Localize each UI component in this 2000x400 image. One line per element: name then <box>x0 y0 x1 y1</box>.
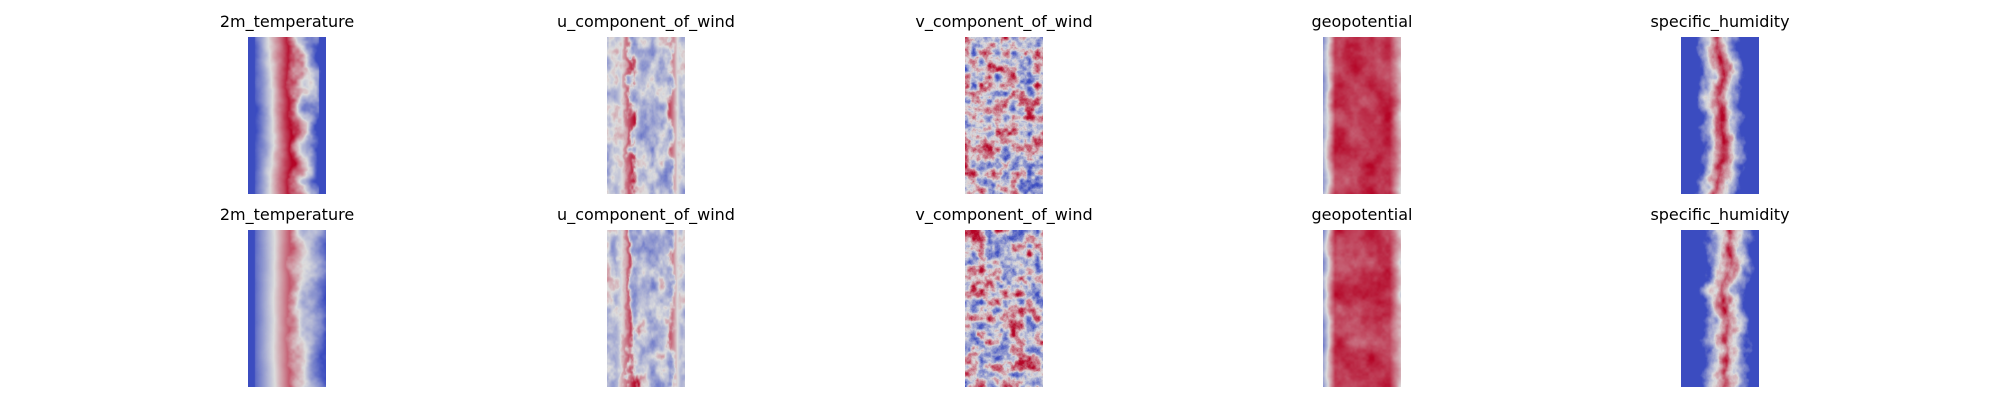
panel-title-r1c5: specific_humidity <box>1650 12 1790 31</box>
panel-title-r1c2: u_component_of_wind <box>557 12 735 31</box>
panel-title-r2c1: 2m_temperature <box>219 205 355 224</box>
heatmap-specific-humidity-r1 <box>1681 37 1759 194</box>
heatmap-geopotential-r1 <box>1323 37 1401 194</box>
panel-title-r2c2: u_component_of_wind <box>557 205 735 224</box>
heatmap-u-wind-r1 <box>607 37 685 194</box>
panel-title-r1c3: v_component_of_wind <box>915 12 1093 31</box>
heatmap-2m-temperature-r2 <box>248 230 326 387</box>
heatmap-v-wind-r1 <box>965 37 1043 194</box>
panel-title-r2c5: specific_humidity <box>1650 205 1790 224</box>
heatmap-v-wind-r2 <box>965 230 1043 387</box>
heatmap-u-wind-r2 <box>607 230 685 387</box>
heatmap-2m-temperature-r1 <box>248 37 326 194</box>
panel-title-r1c1: 2m_temperature <box>219 12 355 31</box>
heatmap-specific-humidity-r2 <box>1681 230 1759 387</box>
panel-title-r1c4: geopotential <box>1311 12 1413 31</box>
panel-title-r2c3: v_component_of_wind <box>915 205 1093 224</box>
heatmap-geopotential-r2 <box>1323 230 1401 387</box>
panel-title-r2c4: geopotential <box>1311 205 1413 224</box>
